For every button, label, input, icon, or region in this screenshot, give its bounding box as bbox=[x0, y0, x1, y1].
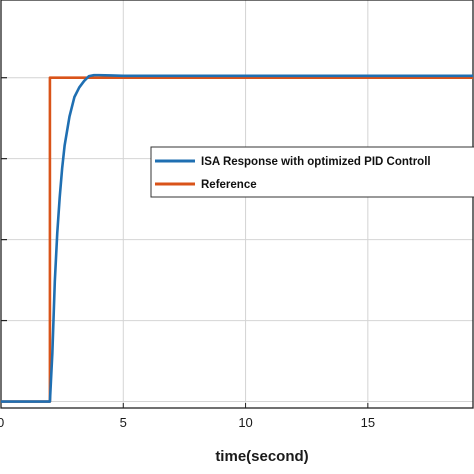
axis-labels: time(second) bbox=[215, 448, 308, 465]
grid bbox=[1, 0, 473, 408]
x-tick-label: 10 bbox=[238, 415, 252, 430]
plot-frame bbox=[0, 0, 474, 409]
series-line-isa-response bbox=[1, 73, 473, 403]
x-axis-label: time(second) bbox=[215, 448, 308, 465]
legend-box bbox=[150, 146, 474, 198]
x-tick-label-zero: 0 bbox=[0, 415, 4, 430]
legend-label: Reference bbox=[201, 179, 257, 191]
x-tick-label: 5 bbox=[120, 415, 127, 430]
legend-label: ISA Response with optimized PID Controll bbox=[201, 156, 431, 168]
ticks: 5 10 15 0 bbox=[0, 77, 375, 430]
series-layer bbox=[1, 73, 473, 403]
legend: ISA Response with optimized PID Controll… bbox=[150, 146, 474, 198]
x-tick-label: 15 bbox=[361, 415, 375, 430]
